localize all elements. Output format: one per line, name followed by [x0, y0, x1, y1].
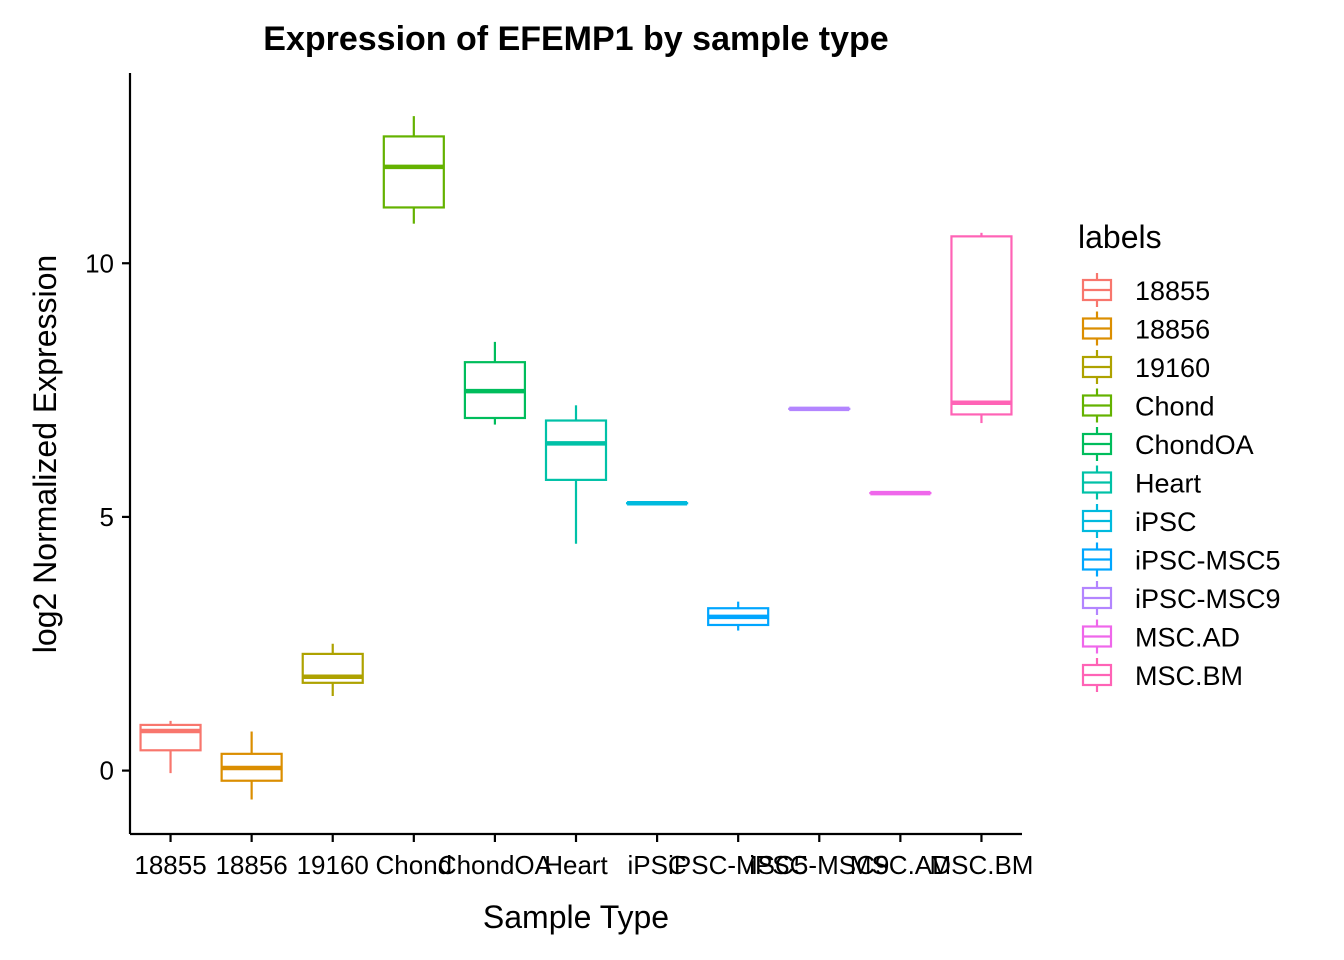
box-ChondOA — [463, 341, 527, 425]
legend-label: iPSC-MSC5 — [1135, 546, 1281, 576]
legend-item-18855: 18855 — [1081, 273, 1210, 307]
x-tick-label: 19160 — [297, 850, 369, 880]
box-body — [544, 419, 608, 481]
legend-item-Heart: Heart — [1081, 465, 1202, 500]
box-18855 — [139, 720, 202, 774]
legend-item-iPSC-MSC5: iPSC-MSC5 — [1081, 542, 1281, 577]
x-tick-label: Heart — [544, 850, 608, 880]
legend-title: labels — [1078, 219, 1162, 255]
x-axis-title: Sample Type — [483, 899, 669, 935]
box-Heart — [544, 405, 608, 544]
x-tick-label: 18855 — [134, 850, 206, 880]
box-19160 — [301, 643, 364, 697]
x-tick-label: iPSC — [627, 850, 686, 880]
legend-label: Heart — [1135, 469, 1202, 499]
y-tick-label: 10 — [85, 248, 114, 278]
legend-item-MSC.BM: MSC.BM — [1081, 658, 1243, 692]
legend-label: 18856 — [1135, 315, 1210, 345]
x-tick-label: 18856 — [215, 850, 287, 880]
legend-items: 18855 18856 19160 Chond ChondOA Heart iPSC iPSC… — [1081, 273, 1281, 692]
y-tick-label: 5 — [100, 502, 114, 532]
y-tick-label: 0 — [100, 756, 114, 786]
legend-item-iPSC-MSC9: iPSC-MSC9 — [1081, 581, 1281, 615]
legend-item-19160: 19160 — [1081, 350, 1210, 384]
legend-label: ChondOA — [1135, 430, 1254, 460]
box-18856 — [220, 731, 283, 800]
legend-label: 18855 — [1135, 276, 1210, 306]
legend: labels 18855 18856 19160 Chond ChondOA Heart i… — [1078, 219, 1281, 692]
box-iPSC-MSC5 — [707, 601, 770, 631]
box-Chond — [382, 116, 445, 224]
legend-label: iPSC-MSC9 — [1135, 584, 1281, 614]
x-tick-label: iPSC-MSC5 — [668, 850, 808, 880]
legend-item-Chond: Chond — [1081, 388, 1215, 423]
x-tick-label: MSC.BM — [929, 850, 1033, 880]
plot-area — [139, 116, 1013, 800]
chart-title: Expression of EFEMP1 by sample type — [263, 20, 888, 58]
legend-item-18856: 18856 — [1081, 311, 1210, 346]
x-tick-label: ChondOA — [438, 850, 553, 880]
legend-item-iPSC: iPSC — [1081, 504, 1197, 538]
legend-label: iPSC — [1135, 507, 1197, 537]
legend-label: MSC.AD — [1135, 623, 1240, 653]
legend-item-ChondOA: ChondOA — [1081, 427, 1254, 461]
legend-label: 19160 — [1135, 353, 1210, 383]
x-tick-label: MSC.AD — [850, 850, 951, 880]
box-body — [382, 135, 445, 209]
legend-label: MSC.BM — [1135, 661, 1243, 691]
x-tick-label: iPSC-MSC9 — [749, 850, 889, 880]
y-axis: 0 5 10 — [85, 73, 132, 834]
legend-label: Chond — [1135, 392, 1215, 422]
y-axis-title: log2 Normalized Expression — [27, 255, 63, 653]
box-MSC.BM — [950, 232, 1013, 424]
box-body — [950, 235, 1013, 416]
x-tick-label: Chond — [376, 850, 453, 880]
legend-item-MSC.AD: MSC.AD — [1081, 619, 1240, 654]
box-body — [139, 723, 202, 752]
